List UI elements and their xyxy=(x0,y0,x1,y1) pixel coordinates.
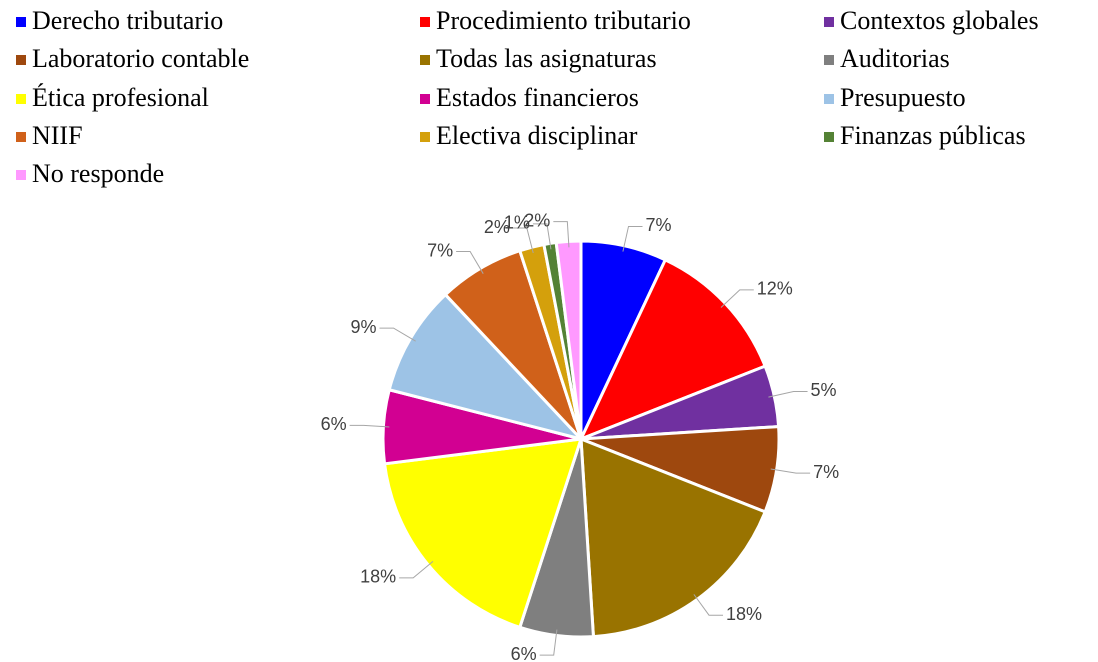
data-label: 1% xyxy=(504,213,530,233)
legend-label: Auditorias xyxy=(840,44,950,73)
legend-swatch xyxy=(824,17,834,27)
leader-line xyxy=(768,390,808,398)
legend-label: NIIF xyxy=(32,121,83,150)
legend-label: Estados financieros xyxy=(436,83,639,112)
data-label: 2% xyxy=(524,210,550,230)
legend-swatch xyxy=(420,55,430,65)
legend-label: Todas las asignaturas xyxy=(436,44,657,73)
leader-line xyxy=(622,225,643,252)
leader-line xyxy=(693,594,724,616)
legend-label: Laboratorio contable xyxy=(32,44,249,73)
leader-line xyxy=(512,227,534,254)
leader-line xyxy=(349,424,390,428)
data-label: 18% xyxy=(726,604,762,624)
legend-swatch xyxy=(420,17,430,27)
data-label: 7% xyxy=(646,215,672,235)
leader-line xyxy=(770,468,811,474)
leader-line xyxy=(553,221,570,248)
leader-line xyxy=(456,251,484,274)
legend-label: Derecho tributario xyxy=(32,6,223,35)
legend-label: No responde xyxy=(32,159,164,188)
legend-swatch xyxy=(824,132,834,142)
legend-swatch xyxy=(420,94,430,104)
legend-swatch xyxy=(16,132,26,142)
data-label: 7% xyxy=(427,240,453,260)
leader-line xyxy=(399,561,434,579)
legend-label: Ética profesional xyxy=(32,83,209,112)
legend-swatch xyxy=(824,94,834,104)
legend-label: Finanzas públicas xyxy=(840,121,1026,150)
legend-label: Contextos globales xyxy=(840,6,1039,35)
data-label: 2% xyxy=(484,217,510,237)
data-label: 5% xyxy=(811,380,837,400)
data-label: 6% xyxy=(511,644,537,662)
leader-line xyxy=(379,327,416,342)
data-label: 18% xyxy=(360,567,396,587)
legend-swatch xyxy=(420,132,430,142)
legend-swatch xyxy=(16,55,26,65)
legend-swatch xyxy=(16,17,26,27)
data-label: 9% xyxy=(351,317,377,337)
legend-label: Presupuesto xyxy=(840,83,966,112)
leader-line xyxy=(532,223,552,250)
legend-swatch xyxy=(16,94,26,104)
legend-swatch xyxy=(824,55,834,65)
legend-label: Electiva disciplinar xyxy=(436,121,638,150)
data-label: 12% xyxy=(757,279,793,299)
legend-label: Procedimiento tributario xyxy=(436,6,691,35)
legend-swatch xyxy=(16,170,26,180)
leader-line xyxy=(720,289,754,308)
data-label: 6% xyxy=(321,414,347,434)
leader-line xyxy=(539,629,558,656)
data-label: 7% xyxy=(813,462,839,482)
